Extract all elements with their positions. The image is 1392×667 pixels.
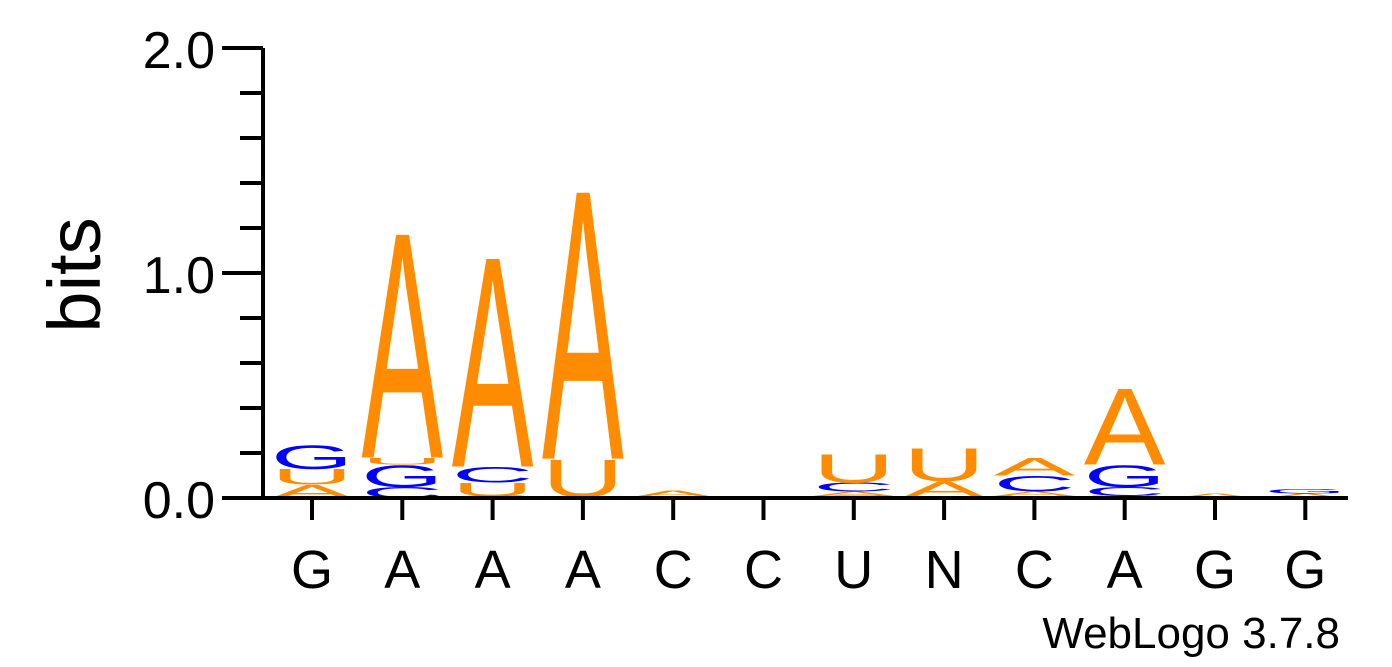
x-position-label: N: [925, 540, 964, 600]
logo-stacks: AUGCGUACUCACUACACACUCAUUACAUCGAAAG: [271, 108, 1346, 541]
x-position-label: G: [1284, 540, 1326, 600]
logo-letter-A: A: [1174, 492, 1256, 499]
logo-letter-C: C: [1084, 485, 1166, 499]
logo-letter-U: U: [271, 465, 353, 489]
logo-letter-A: A: [452, 194, 534, 531]
logo-letter-A: A: [994, 453, 1076, 481]
logo-letter-U: U: [813, 446, 895, 491]
x-axis-ticks: [310, 498, 1308, 520]
logo-letter-G: G: [1084, 459, 1166, 494]
logo-letter-A: A: [1084, 365, 1166, 488]
y-tick-label-2: 2.0: [143, 22, 215, 80]
logo-letter-A: A: [542, 108, 624, 541]
x-position-label: G: [1194, 540, 1236, 600]
logo-letter-G: G: [1264, 488, 1346, 495]
logo-letter-A: A: [361, 164, 443, 526]
logo-letter-A: A: [813, 490, 895, 497]
logo-letter-A: A: [1264, 492, 1346, 499]
x-position-label: C: [744, 540, 783, 600]
x-position-label: C: [654, 540, 693, 600]
logo-letter-U: U: [903, 439, 985, 492]
x-position-label: A: [1107, 540, 1143, 600]
y-tick-label-1: 1.0: [143, 247, 215, 305]
x-position-label: G: [291, 540, 333, 600]
logo-letter-C: C: [452, 463, 534, 487]
y-axis-title: bits: [33, 217, 116, 332]
logo-letter-G: G: [271, 437, 353, 476]
x-position-label: C: [1015, 540, 1054, 600]
y-tick-label-0: 0.0: [143, 472, 215, 530]
logo-letter-U: U: [361, 456, 443, 467]
logo-letter-A: A: [994, 490, 1076, 497]
logo-letter-C: C: [813, 480, 895, 494]
logo-letter-A: A: [632, 488, 714, 499]
x-position-label: U: [834, 540, 873, 600]
logo-letter-G: G: [361, 459, 443, 494]
x-position-label: A: [565, 540, 601, 600]
footer-label: WebLogo 3.7.8: [1042, 609, 1340, 658]
x-position-label: A: [384, 540, 420, 600]
x-position-label: A: [475, 540, 511, 600]
logo-letter-U: U: [452, 479, 534, 500]
logo-letter-C: C: [993, 472, 1075, 496]
y-axis-ticks: [222, 46, 263, 500]
